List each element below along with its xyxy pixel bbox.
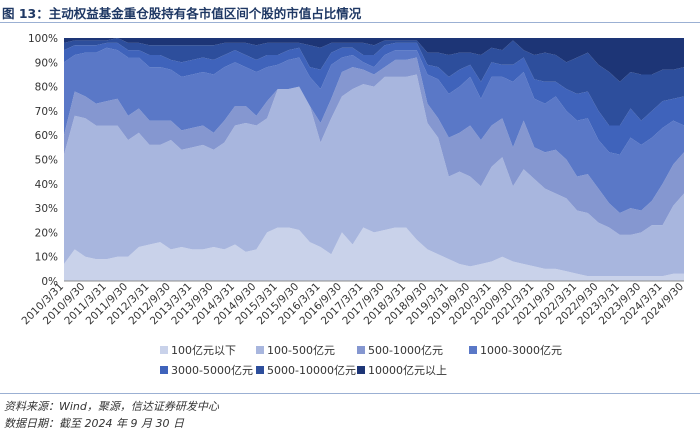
figure-title-bar: 图 13：主动权益基金重仓股持有各市值区间个股的市值占比情况 bbox=[0, 0, 700, 22]
y-tick-label: 30% bbox=[35, 203, 58, 215]
legend-swatch bbox=[256, 366, 264, 374]
area-series-1 bbox=[64, 227, 684, 281]
legend-label: 3000-5000亿元 bbox=[171, 364, 253, 377]
y-tick-label: 100% bbox=[28, 33, 58, 45]
data-date-note: 数据日期：截至 2024 年 9 月 30 日 bbox=[4, 417, 184, 430]
footer-divider bbox=[0, 393, 700, 394]
y-tick-label: 40% bbox=[35, 179, 58, 191]
stacked-area-chart: 0% 10% 20% 30% 40% 50% 60% 70% 80% 90% 100% 2010/3… bbox=[20, 33, 687, 377]
source-note: 资料来源：Wind，聚源，信达证券研发中心 bbox=[4, 400, 219, 413]
plot-area bbox=[64, 38, 684, 281]
area-series-6 bbox=[64, 38, 684, 126]
y-tick-label: 50% bbox=[35, 155, 58, 167]
area-series-4 bbox=[64, 47, 684, 213]
legend-swatch bbox=[469, 346, 477, 354]
legend-swatch bbox=[357, 346, 365, 354]
legend-swatch bbox=[256, 346, 264, 354]
area-series-2 bbox=[64, 74, 684, 277]
legend-item: 500-1000亿元 bbox=[357, 344, 443, 357]
y-tick-label: 90% bbox=[35, 57, 58, 69]
legend-item: 5000-10000亿元 bbox=[256, 364, 356, 377]
legend-item: 100-500亿元 bbox=[256, 344, 335, 357]
legend-label: 500-1000亿元 bbox=[368, 344, 443, 357]
area-series-5 bbox=[64, 42, 684, 155]
legend-item: 100亿元以下 bbox=[160, 344, 236, 357]
legend-swatch bbox=[357, 366, 365, 374]
legend-label: 100亿元以下 bbox=[171, 344, 236, 357]
legend-label: 10000亿元以上 bbox=[368, 364, 447, 377]
y-axis: 0% 10% 20% 30% 40% 50% 60% 70% 80% 90% 100% bbox=[28, 33, 58, 288]
y-tick-label: 80% bbox=[35, 82, 58, 94]
y-tick-label: 70% bbox=[35, 106, 58, 118]
legend: 100亿元以下 100-500亿元 500-1000亿元 1000-3000亿元 300… bbox=[160, 344, 562, 377]
y-tick-label: 10% bbox=[35, 252, 58, 264]
legend-label: 5000-10000亿元 bbox=[267, 364, 356, 377]
legend-item: 3000-5000亿元 bbox=[160, 364, 253, 377]
y-tick-label: 60% bbox=[35, 130, 58, 142]
legend-label: 100-500亿元 bbox=[267, 344, 335, 357]
title-divider bbox=[0, 22, 700, 23]
area-series-3 bbox=[64, 57, 684, 235]
area-series-7 bbox=[64, 38, 684, 82]
y-tick-label: 0% bbox=[41, 276, 58, 288]
figure-title: 图 13：主动权益基金重仓股持有各市值区间个股的市值占比情况 bbox=[2, 6, 362, 21]
legend-item: 1000-3000亿元 bbox=[469, 344, 562, 357]
y-tick-label: 20% bbox=[35, 227, 58, 239]
x-axis: 2010/3/312010/9/302011/3/312011/9/302012… bbox=[20, 280, 686, 327]
legend-swatch bbox=[160, 366, 168, 374]
legend-label: 1000-3000亿元 bbox=[480, 344, 562, 357]
legend-swatch bbox=[160, 346, 168, 354]
legend-item: 10000亿元以上 bbox=[357, 364, 447, 377]
